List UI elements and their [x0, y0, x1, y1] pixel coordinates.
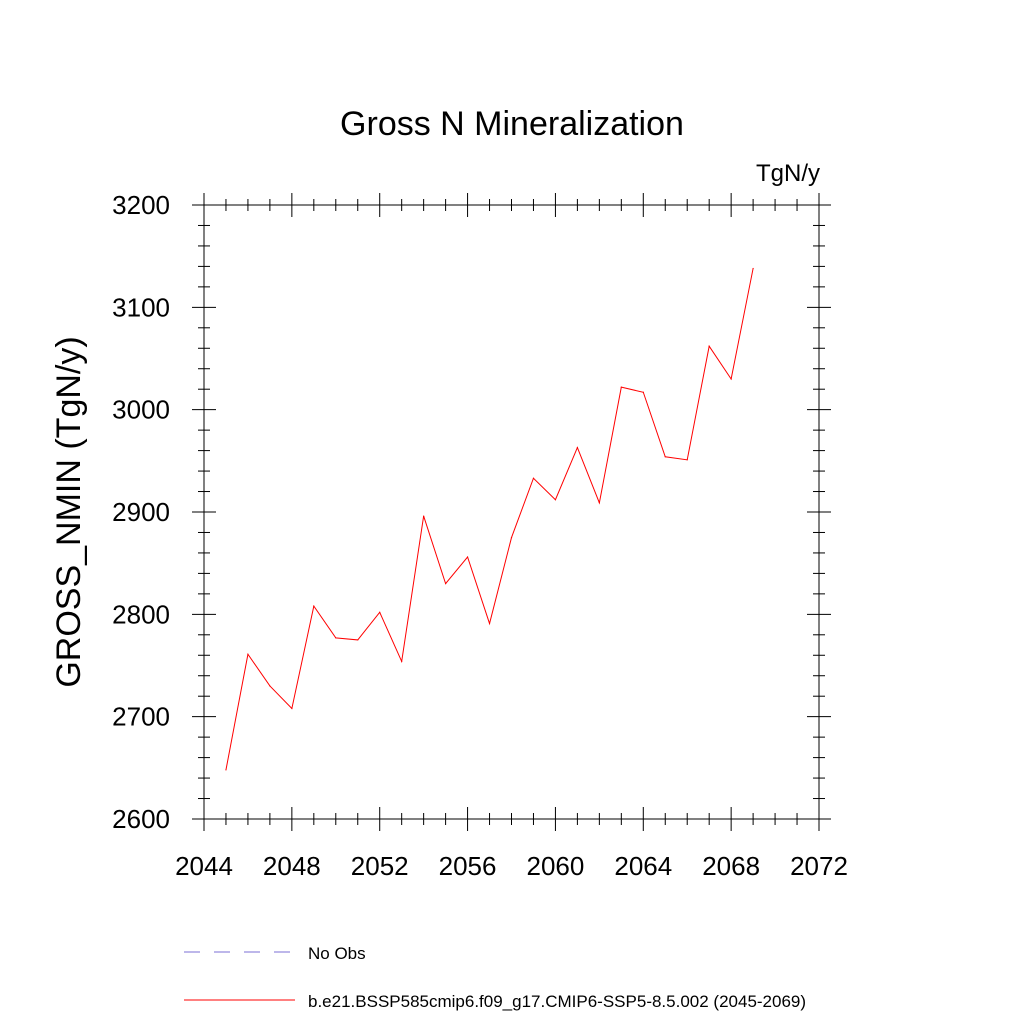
y-tick-label: 3000: [112, 395, 170, 425]
data-point: [291, 707, 293, 710]
x-tick-label: 2060: [527, 851, 585, 881]
data-point: [423, 515, 425, 517]
data-point: [752, 267, 754, 270]
y-tick-label: 3200: [112, 190, 170, 220]
data-point: [269, 685, 271, 687]
data-point: [225, 769, 227, 771]
data-point: [379, 611, 381, 613]
data-point: [313, 605, 315, 607]
series-layer: [225, 267, 754, 771]
x-tick-label: 2052: [351, 851, 409, 881]
plot-frame: [203, 204, 820, 820]
data-point: [598, 502, 600, 504]
y-tick-label: 2900: [112, 497, 170, 527]
chart-title: Gross N Mineralization: [340, 105, 684, 143]
data-point: [357, 639, 359, 641]
data-point: [554, 499, 557, 501]
y-axis-label: GROSS_NMIN (TgN/y): [50, 336, 88, 687]
x-tick-label: 2072: [790, 851, 848, 881]
y-tick-label: 2800: [112, 599, 170, 629]
y-tick-label: 3100: [112, 292, 170, 322]
x-tick-label: 2068: [702, 851, 760, 881]
legend-label: No Obs: [308, 944, 366, 963]
legend: No Obs b.e21.BSSP585cmip6.f09_g17.CMIP6-S…: [184, 944, 806, 1011]
tick-labels: 2044 2048 2052 2056 2060 2064 2068 2072 2600 2700…: [112, 190, 848, 881]
chart-units: TgN/y: [756, 160, 820, 187]
x-tick-label: 2064: [614, 851, 672, 881]
minor-ticks: [198, 199, 825, 825]
data-point: [247, 653, 249, 655]
series-line-0: [225, 268, 754, 770]
data-point: [488, 622, 491, 625]
data-point: [664, 456, 666, 458]
x-tick-label: 2044: [175, 851, 233, 881]
data-point: [510, 536, 513, 539]
data-point: [532, 477, 535, 479]
legend-label: b.e21.BSSP585cmip6.f09_g17.CMIP6-SSP5-8.…: [308, 992, 806, 1011]
data-point: [576, 446, 578, 449]
data-point: [730, 378, 732, 380]
data-point: [466, 556, 469, 558]
major-ticks: [192, 193, 831, 831]
plot-area: 2044 2048 2052 2056 2060 2064 2068 2072 2600 2700…: [112, 190, 848, 881]
y-tick-label: 2600: [112, 804, 170, 834]
x-tick-label: 2048: [263, 851, 321, 881]
data-point: [642, 391, 644, 393]
data-point: [686, 459, 688, 461]
data-point: [708, 345, 710, 347]
y-tick-label: 2700: [112, 702, 170, 732]
data-point: [445, 583, 447, 585]
data-point: [620, 386, 622, 388]
data-point: [335, 637, 337, 639]
x-tick-label: 2056: [439, 851, 497, 881]
data-point: [401, 660, 403, 663]
